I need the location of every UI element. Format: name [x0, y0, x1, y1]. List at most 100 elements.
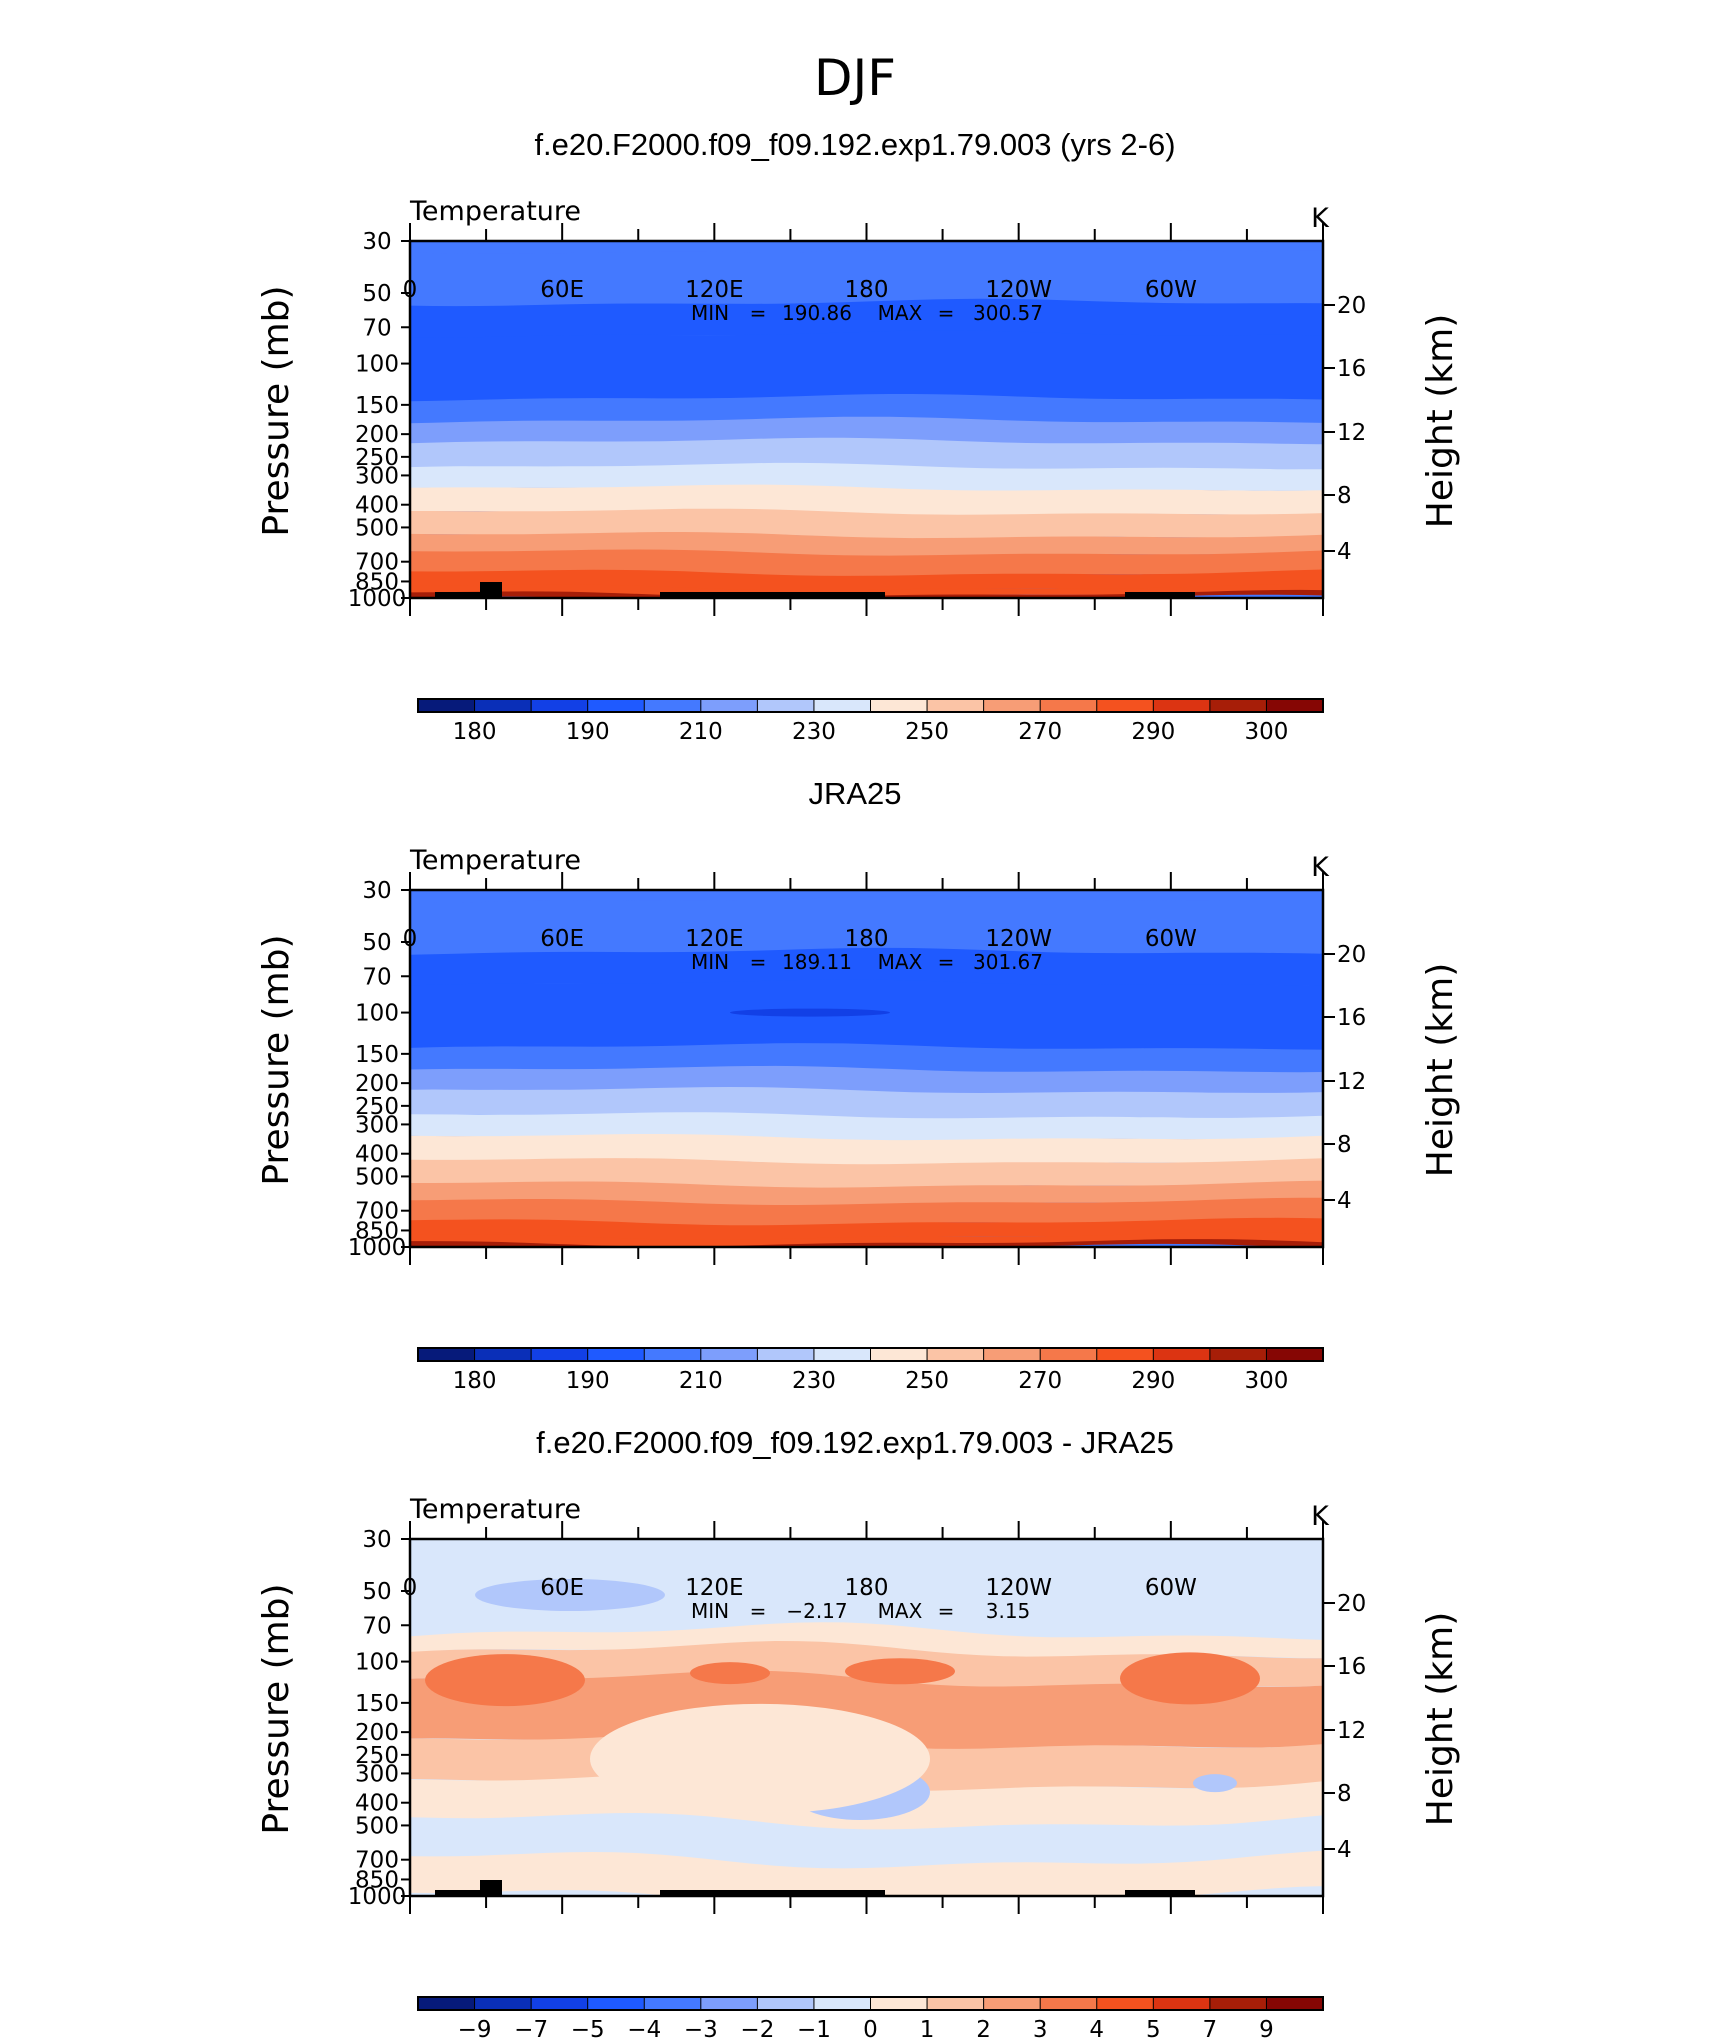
units-label: K [1311, 852, 1330, 883]
colorbar-swatch [1096, 1347, 1155, 1362]
y-tick-label: 30 [362, 878, 391, 904]
y-axis-title: Pressure (mb) [256, 285, 297, 536]
colorbar-swatch [1096, 1996, 1155, 2011]
max-equals: = [938, 301, 955, 325]
colorbar-swatch [587, 1347, 646, 1362]
colorbar-swatch [813, 1347, 872, 1362]
colorbar-swatch [756, 698, 815, 713]
colorbar-swatch [983, 1996, 1041, 2011]
y-right-axis-title: Height (km) [1420, 314, 1461, 528]
max-equals: = [938, 1599, 955, 1623]
contour-band [410, 462, 1323, 492]
colorbar-swatch [813, 698, 872, 713]
colorbar-swatch [756, 1347, 815, 1362]
contour-band [410, 1850, 1323, 1896]
y-tick-label: 500 [355, 1164, 399, 1190]
chart-title: JRA25 [808, 776, 901, 811]
contour-band [410, 1217, 1323, 1241]
x-tick-label: 120E [685, 277, 743, 303]
colorbar-swatch [1152, 1996, 1211, 2011]
contour-band [410, 1087, 1323, 1119]
contour-band [410, 583, 1323, 598]
y-axis-title: Pressure (mb) [256, 934, 297, 1185]
y-tick-label: 50 [362, 1579, 391, 1605]
colorbar-label: 210 [679, 719, 723, 745]
colorbar-swatch [1209, 698, 1268, 713]
colorbar-swatch [643, 1996, 702, 2011]
contour-band [410, 1239, 1323, 1247]
x-tick-label: 120W [985, 1575, 1052, 1601]
colorbar-swatch [700, 1347, 759, 1362]
colorbar-swatch [1265, 1996, 1324, 2011]
colorbar-swatch [587, 698, 646, 713]
colorbar-swatch [1209, 1996, 1268, 2011]
left-string: Temperature [409, 845, 581, 876]
contour-band [410, 1813, 1323, 1870]
colorbar-label: 270 [1018, 719, 1062, 745]
y-right-tick-label: 20 [1337, 942, 1366, 968]
colorbar-swatch [417, 698, 476, 713]
colorbar-label: 180 [453, 1368, 497, 1394]
colorbar-label: 300 [1244, 719, 1288, 745]
topography-mask [480, 582, 502, 598]
colorbar-swatch [1265, 1347, 1324, 1362]
contour-band [410, 1197, 1323, 1226]
y-tick-label: 250 [355, 1094, 399, 1120]
y-tick-label: 50 [362, 281, 391, 307]
y-right-tick-label: 12 [1337, 420, 1366, 446]
colorbar-swatch [926, 698, 985, 713]
y-tick-label: 500 [355, 515, 399, 541]
min-label: MIN [691, 1599, 729, 1623]
colorbar-label: −1 [797, 2017, 831, 2038]
colorbar-swatch [983, 1347, 1041, 1362]
colorbar-label: 230 [792, 719, 836, 745]
colorbar-swatch [870, 1996, 928, 2011]
x-tick-label: 0 [403, 277, 418, 303]
colorbar-swatch [417, 1347, 476, 1362]
colorbar-swatch [530, 1347, 589, 1362]
colorbar-label: 210 [679, 1368, 723, 1394]
min-equals: = [750, 1599, 767, 1623]
contour-field [410, 1539, 1323, 1896]
y-right-tick-label: 16 [1337, 1005, 1366, 1031]
contour-band [410, 1539, 1323, 1640]
colorbar-frame [417, 1996, 1324, 2011]
y-tick-label: 500 [355, 1813, 399, 1839]
units-label: K [1311, 203, 1330, 234]
topography-mask [1125, 592, 1195, 598]
contour-band [410, 416, 1323, 445]
y-tick-label: 70 [362, 964, 391, 990]
max-label: MAX [878, 301, 923, 325]
x-tick-label: 120E [685, 926, 743, 952]
colorbar-label: 3 [1033, 2017, 1048, 2038]
y-tick-label: 700 [355, 1199, 399, 1225]
colorbar-swatch [926, 1347, 985, 1362]
y-tick-label: 300 [355, 463, 399, 489]
colorbar-swatch [1209, 1347, 1268, 1362]
y-right-tick-label: 12 [1337, 1718, 1366, 1744]
colorbar-label: 0 [863, 2017, 878, 2038]
colorbar-label: 250 [905, 719, 949, 745]
colorbar-label: −3 [684, 2017, 718, 2038]
y-tick-label: 400 [355, 493, 399, 519]
contour-feature [475, 1578, 665, 1611]
colorbar-label: −5 [571, 2017, 605, 2038]
colorbar-label: 1 [920, 2017, 935, 2038]
colorbar-swatch [926, 1996, 985, 2011]
colorbar-label: 230 [792, 1368, 836, 1394]
y-right-tick-label: 20 [1337, 293, 1366, 319]
colorbar-swatch [587, 1996, 646, 2011]
colorbar-label: 9 [1259, 2017, 1274, 2038]
chart-0: f.e20.F2000.f09_f09.192.exp1.79.003 (yrs… [256, 127, 1461, 745]
y-right-tick-label: 4 [1337, 1837, 1352, 1863]
y-tick-label: 1000 [348, 1884, 407, 1910]
y-right-tick-label: 16 [1337, 356, 1366, 382]
colorbar-swatch [1039, 1996, 1098, 2011]
colorbar-label: 290 [1131, 1368, 1175, 1394]
y-right-tick-label: 8 [1337, 1132, 1352, 1158]
x-tick-label: 60W [1145, 926, 1197, 952]
y-tick-label: 100 [355, 352, 399, 378]
topography-mask [435, 592, 490, 598]
colorbar-swatch [474, 1347, 532, 1362]
x-tick-label: 120W [985, 277, 1052, 303]
